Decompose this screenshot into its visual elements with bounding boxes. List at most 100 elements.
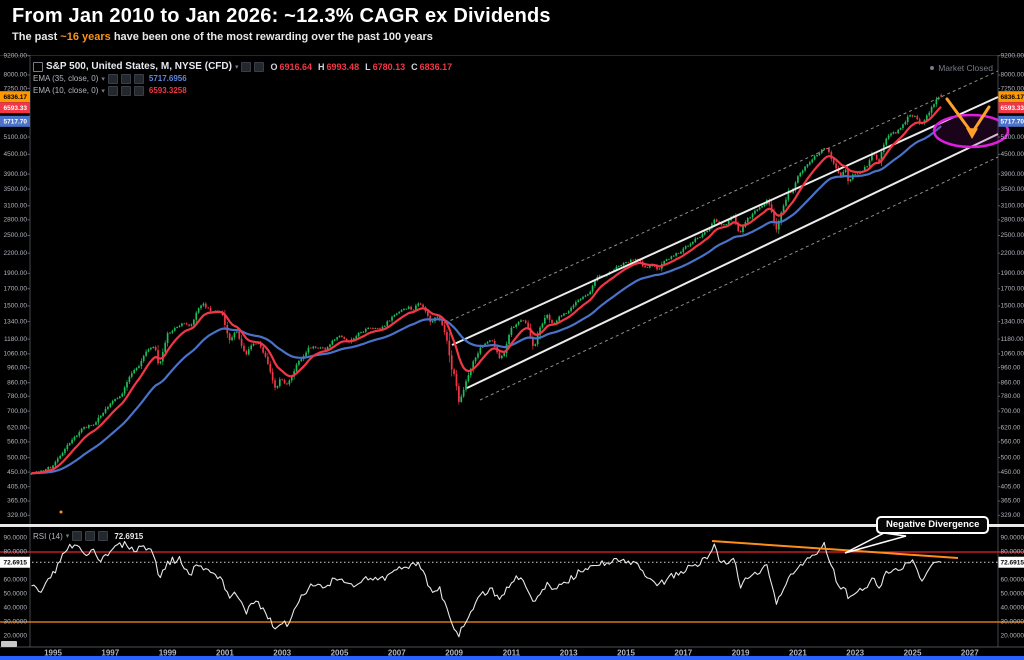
legend-settings-icon[interactable]: [85, 531, 96, 541]
price-tick-label: 329.00: [7, 512, 27, 519]
price-tick-label: 405.00: [1001, 483, 1021, 490]
symbol-legend-row[interactable]: S&P 500, United States, M, NYSE (CFD) ▾ …: [33, 61, 452, 72]
subtitle-suffix: have been one of the most rewarding over…: [110, 31, 433, 43]
legend-settings-icon[interactable]: [120, 73, 131, 84]
rsi-tick-label: 30.0000: [4, 619, 28, 626]
price-tick-label: 780.00: [7, 393, 27, 400]
price-tick-label: 560.00: [7, 439, 27, 446]
legend-settings-icon[interactable]: [254, 61, 265, 72]
price-badge: [0, 115, 30, 127]
price-tick-label: 500.00: [7, 454, 27, 461]
rsi-tick-label: 50.0000: [4, 591, 28, 598]
price-tick-label: 3100.00: [1001, 203, 1024, 210]
chevron-down-icon[interactable]: ▾: [101, 87, 105, 95]
legend-settings-icon[interactable]: [120, 85, 131, 96]
price-tick-label: 365.00: [7, 498, 27, 505]
page-subtitle: The past ~16 years have been one of the …: [12, 31, 551, 43]
ema35-legend-row[interactable]: EMA (35, close, 0) ▾ 5717.6956: [33, 73, 452, 84]
rsi-value: 72.6915: [114, 531, 144, 541]
year-tick-label: 2003: [273, 649, 291, 658]
channel-dashed-line[interactable]: [444, 70, 999, 324]
legend-close-icon[interactable]: [133, 73, 144, 84]
ema10-value: 6593.3258: [148, 86, 187, 95]
price-badge: [998, 102, 1024, 114]
main-legend: S&P 500, United States, M, NYSE (CFD) ▾ …: [33, 61, 452, 96]
legend-eye-icon[interactable]: [72, 531, 83, 541]
channel-dashed-line[interactable]: [479, 156, 999, 401]
open-label: O: [270, 61, 278, 72]
symbol-title[interactable]: S&P 500, United States, M, NYSE (CFD): [46, 61, 232, 72]
market-status: Market Closed: [930, 63, 993, 73]
high-label: H: [318, 61, 325, 72]
channel-solid-line[interactable]: [451, 96, 999, 346]
rsi-tick-label: 50.0000: [1001, 591, 1024, 598]
rsi-legend-row[interactable]: RSI (14) ▾ 72.6915: [33, 531, 143, 541]
price-tick-label: 365.00: [1001, 498, 1021, 505]
rsi-badge: [998, 556, 1024, 568]
svg-text:6836.17: 6836.17: [4, 94, 28, 101]
price-tick-label: 7250.00: [1001, 85, 1024, 92]
price-tick-label: 3100.00: [4, 203, 28, 210]
price-tick-label: 3900.00: [4, 171, 28, 178]
rsi-tick-label: 60.0000: [4, 577, 28, 584]
legend-eye-icon[interactable]: [107, 85, 118, 96]
marker-dot[interactable]: [59, 510, 63, 514]
trend-channel[interactable]: [444, 70, 999, 401]
rsi-label[interactable]: RSI (14): [33, 531, 63, 541]
negative-divergence-label[interactable]: Negative Divergence: [876, 516, 990, 534]
ema35-value: 5717.6956: [148, 74, 187, 83]
divergence-trendline[interactable]: [711, 540, 959, 559]
price-tick-label: 405.00: [7, 483, 27, 490]
price-tick-label: 2800.00: [1001, 217, 1024, 224]
price-tick-label: 2500.00: [4, 232, 28, 239]
ema10-line[interactable]: [31, 105, 942, 475]
legend-close-icon[interactable]: [133, 85, 144, 96]
price-tick-label: 960.00: [7, 364, 27, 371]
price-tick-label: 1340.00: [1001, 318, 1024, 325]
legend-eye-icon[interactable]: [241, 61, 252, 72]
collapse-square-icon[interactable]: [33, 61, 43, 72]
year-tick-label: 2023: [846, 649, 864, 658]
rsi-tick-label: 80.0000: [4, 549, 28, 556]
rsi-tick-label: 60.0000: [1001, 577, 1024, 584]
legend-eye-icon[interactable]: [107, 73, 118, 84]
negative-divergence-pointer: [844, 532, 907, 554]
ema10-legend-row[interactable]: EMA (10, close, 0) ▾ 6593.3258: [33, 85, 452, 96]
subtitle-prefix: The past: [12, 31, 61, 43]
year-tick-label: 2027: [961, 649, 979, 658]
page-title: From Jan 2010 to Jan 2026: ~12.3% CAGR e…: [12, 5, 551, 27]
chevron-down-icon[interactable]: ▾: [101, 75, 105, 83]
price-tick-label: 860.00: [1001, 379, 1021, 386]
year-tick-label: 2017: [674, 649, 692, 658]
rsi-line: [31, 540, 942, 638]
svg-text:6836.17: 6836.17: [1001, 94, 1024, 101]
subtitle-highlight: ~16 years: [60, 31, 111, 43]
ema35-line[interactable]: [31, 125, 942, 475]
price-tick-label: 1700.00: [1001, 285, 1024, 292]
channel-solid-line[interactable]: [466, 133, 999, 389]
price-tick-label: 700.00: [1001, 408, 1021, 415]
rsi-tick-label: 20.0000: [4, 633, 28, 640]
pane-separator[interactable]: [0, 524, 1024, 527]
axis-corner-chip[interactable]: [1, 641, 17, 647]
svg-text:72.6915: 72.6915: [1001, 559, 1024, 566]
price-tick-label: 3900.00: [1001, 171, 1024, 178]
price-tick-label: 2200.00: [4, 250, 28, 257]
chevron-down-icon[interactable]: ▾: [234, 63, 239, 71]
ema35-label[interactable]: EMA (35, close, 0): [33, 74, 99, 83]
price-tick-label: 3500.00: [1001, 186, 1024, 193]
close-label: C: [411, 61, 418, 72]
ema10-label[interactable]: EMA (10, close, 0): [33, 86, 99, 95]
legend-close-icon[interactable]: [98, 531, 109, 541]
price-tick-label: 5100.00: [4, 134, 28, 141]
rsi-tick-label: 20.0000: [1001, 633, 1024, 640]
price-axis[interactable]: [27, 55, 1001, 516]
chevron-down-icon[interactable]: ▾: [65, 533, 70, 540]
price-tick-label: 2500.00: [1001, 232, 1024, 239]
rsi-tick-label: 40.0000: [1001, 605, 1024, 612]
market-status-text: Market Closed: [938, 63, 993, 73]
year-tick-label: 2015: [617, 649, 635, 658]
price-tick-label: 8000.00: [1001, 72, 1024, 79]
rsi-tick-label: 30.0000: [1001, 619, 1024, 626]
